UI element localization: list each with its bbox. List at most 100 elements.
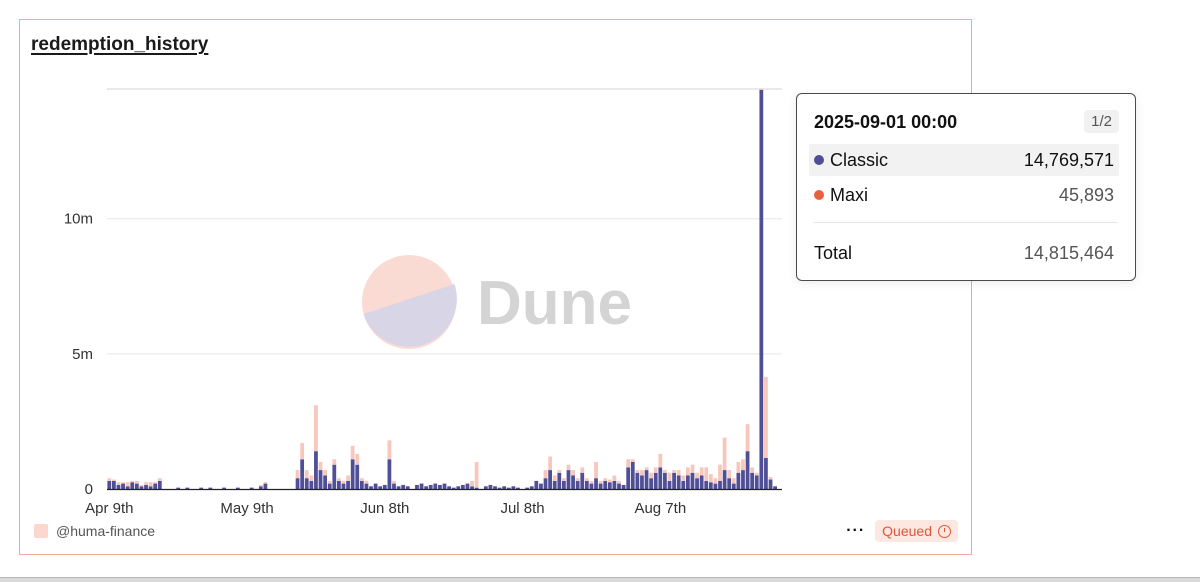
bar-classic[interactable]	[176, 487, 181, 489]
bar-maxi[interactable]	[148, 482, 153, 487]
bar-classic[interactable]	[699, 475, 704, 489]
bar-classic[interactable]	[465, 483, 470, 489]
bar-classic[interactable]	[663, 472, 667, 489]
bar-classic[interactable]	[557, 472, 562, 489]
bar-maxi[interactable]	[644, 467, 649, 471]
bar-classic[interactable]	[346, 480, 350, 489]
bar-maxi[interactable]	[764, 376, 768, 458]
bar-maxi[interactable]	[681, 475, 686, 481]
bar-classic[interactable]	[107, 480, 112, 489]
bar-classic[interactable]	[474, 487, 479, 489]
bar-maxi[interactable]	[309, 475, 314, 481]
bar-classic[interactable]	[144, 484, 148, 489]
bar-maxi[interactable]	[121, 482, 125, 484]
bar-classic[interactable]	[148, 486, 153, 489]
bar-classic[interactable]	[327, 483, 332, 489]
bar-classic[interactable]	[764, 457, 768, 489]
bar-classic[interactable]	[539, 483, 543, 489]
bar-classic[interactable]	[718, 480, 722, 489]
bar-maxi[interactable]	[474, 461, 479, 488]
bar-classic[interactable]	[199, 487, 204, 489]
chart-title-link[interactable]: redemption_history	[31, 34, 209, 55]
bar-maxi[interactable]	[626, 459, 631, 468]
bar-maxi[interactable]	[548, 456, 552, 471]
bar-maxi[interactable]	[304, 470, 309, 479]
bar-maxi[interactable]	[704, 467, 709, 481]
bar-maxi[interactable]	[318, 461, 323, 471]
bar-classic[interactable]	[295, 478, 300, 489]
bar-classic[interactable]	[741, 470, 745, 489]
bar-maxi[interactable]	[300, 443, 305, 460]
bar-maxi[interactable]	[754, 472, 759, 476]
bar-maxi[interactable]	[327, 480, 332, 484]
bar-maxi[interactable]	[557, 470, 562, 473]
tooltip-page-indicator[interactable]: 1/2	[1084, 110, 1119, 133]
bar-classic[interactable]	[722, 470, 727, 489]
bar-maxi[interactable]	[112, 479, 116, 481]
bar-classic[interactable]	[314, 451, 318, 489]
bar-classic[interactable]	[685, 475, 690, 489]
bar-maxi[interactable]	[598, 480, 603, 484]
bar-maxi[interactable]	[685, 467, 690, 476]
bar-classic[interactable]	[681, 480, 686, 489]
bar-classic[interactable]	[598, 483, 603, 489]
bar-classic[interactable]	[355, 464, 360, 489]
bar-maxi[interactable]	[341, 480, 346, 484]
bar-classic[interactable]	[208, 487, 213, 489]
bar-classic[interactable]	[768, 479, 773, 489]
bar-maxi[interactable]	[649, 472, 654, 479]
bar-classic[interactable]	[130, 482, 135, 489]
bar-classic[interactable]	[419, 483, 424, 489]
bar-classic[interactable]	[708, 482, 713, 489]
bar-classic[interactable]	[612, 480, 617, 489]
bar-maxi[interactable]	[612, 475, 617, 481]
bar-maxi[interactable]	[387, 440, 392, 460]
bar-maxi[interactable]	[314, 405, 318, 452]
bar-maxi[interactable]	[295, 470, 300, 479]
bar-maxi[interactable]	[594, 461, 598, 479]
bar-maxi[interactable]	[731, 478, 736, 484]
bar-classic[interactable]	[235, 487, 240, 489]
bar-maxi[interactable]	[676, 470, 681, 476]
bar-maxi[interactable]	[759, 88, 764, 90]
bar-classic[interactable]	[736, 472, 741, 489]
bar-classic[interactable]	[745, 451, 750, 489]
bar-classic[interactable]	[373, 483, 378, 489]
bar-classic[interactable]	[341, 483, 346, 489]
bar-classic[interactable]	[364, 483, 369, 489]
bar-classic[interactable]	[396, 486, 401, 489]
bar-classic[interactable]	[603, 480, 608, 489]
bar-classic[interactable]	[667, 480, 672, 489]
bar-classic[interactable]	[497, 487, 502, 489]
bar-classic[interactable]	[502, 486, 507, 489]
bar-classic[interactable]	[337, 480, 341, 489]
bar-classic[interactable]	[488, 484, 493, 489]
more-options-icon[interactable]: ···	[846, 522, 866, 539]
bar-classic[interactable]	[704, 480, 709, 489]
bar-maxi[interactable]	[635, 470, 640, 473]
bar-maxi[interactable]	[571, 470, 575, 476]
bar-classic[interactable]	[594, 478, 598, 489]
bar-classic[interactable]	[392, 483, 396, 489]
bar-classic[interactable]	[635, 472, 640, 489]
bar-maxi[interactable]	[263, 482, 268, 484]
bar-maxi[interactable]	[350, 445, 355, 460]
bar-classic[interactable]	[672, 472, 676, 489]
bar-classic[interactable]	[649, 478, 654, 489]
bar-classic[interactable]	[534, 480, 539, 489]
bar-maxi[interactable]	[566, 464, 571, 471]
bar-classic[interactable]	[359, 480, 364, 489]
bar-classic[interactable]	[309, 480, 314, 489]
bar-maxi[interactable]	[713, 478, 718, 484]
bar-classic[interactable]	[433, 483, 438, 489]
bar-classic[interactable]	[157, 480, 162, 489]
bar-classic[interactable]	[584, 480, 589, 489]
bar-classic[interactable]	[263, 483, 268, 489]
bar-maxi[interactable]	[630, 459, 635, 462]
bar-classic[interactable]	[727, 478, 732, 489]
bar-classic[interactable]	[580, 472, 585, 489]
bar-classic[interactable]	[543, 478, 548, 489]
bar-maxi[interactable]	[543, 470, 548, 479]
bar-maxi[interactable]	[470, 480, 474, 487]
bar-maxi[interactable]	[727, 470, 732, 479]
